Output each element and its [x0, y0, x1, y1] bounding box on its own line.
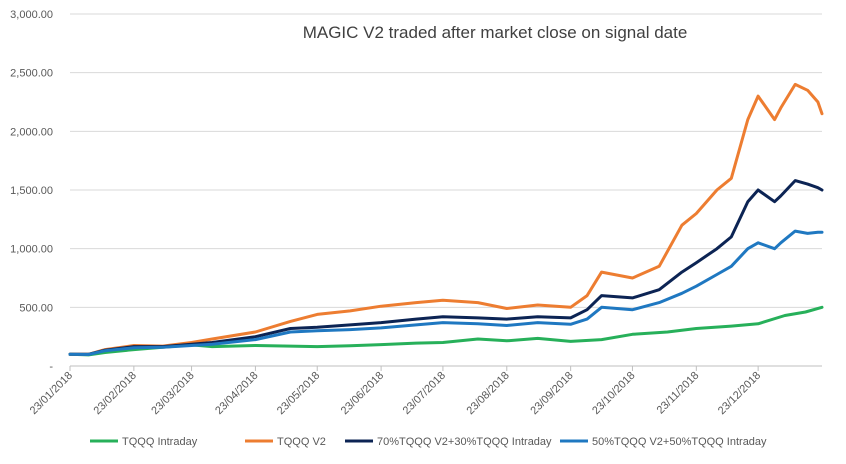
legend: TQQQ Intraday TQQQ V2 70%TQQQ V2+30%TQQQ I… [90, 436, 767, 448]
series-lines [68, 82, 824, 357]
y-tick-label: 2,000.00 [10, 126, 53, 138]
legend-label: 70%TQQQ V2+30%TQQQ Intraday [377, 436, 552, 448]
x-tick-label: 23/01/2018 [28, 370, 75, 417]
gridlines [70, 13, 822, 367]
chart-title: MAGIC V2 traded after market close on si… [303, 23, 688, 42]
y-tick-label: 3,000.00 [10, 9, 53, 21]
x-tick-label: 23/10/2018 [590, 370, 637, 417]
series-line-1 [68, 305, 824, 357]
x-tick-label: 23/04/2018 [213, 370, 260, 417]
y-tick-label: - [49, 361, 53, 373]
x-tick-label: 23/08/2018 [464, 370, 511, 417]
x-tick-label: 23/11/2018 [655, 370, 702, 417]
x-tick-label: 23/06/2018 [339, 370, 386, 417]
x-tick-label: 23/12/2018 [716, 370, 763, 417]
y-tick-label: 1,500.00 [10, 185, 53, 197]
legend-label: 50%TQQQ V2+50%TQQQ Intraday [592, 436, 767, 448]
y-tick-label: 2,500.00 [10, 68, 53, 80]
legend-label: TQQQ Intraday [122, 436, 198, 448]
x-tick-label: 23/05/2018 [275, 370, 322, 417]
series-line-2 [68, 82, 824, 356]
series-line-4 [68, 229, 824, 356]
x-tick-label: 23/09/2018 [528, 370, 575, 417]
x-tick-label: 23/02/2018 [92, 370, 139, 417]
legend-label: TQQQ V2 [277, 436, 326, 448]
axes: - 500.00 1,000.00 1,500.00 2,000.00 2,500.00 3… [10, 9, 763, 417]
x-tick-label: 23/07/2018 [401, 370, 448, 417]
y-tick-label: 500.00 [19, 302, 53, 314]
y-tick-label: 1,000.00 [10, 244, 53, 256]
x-tick-label: 23/03/2018 [149, 370, 196, 417]
